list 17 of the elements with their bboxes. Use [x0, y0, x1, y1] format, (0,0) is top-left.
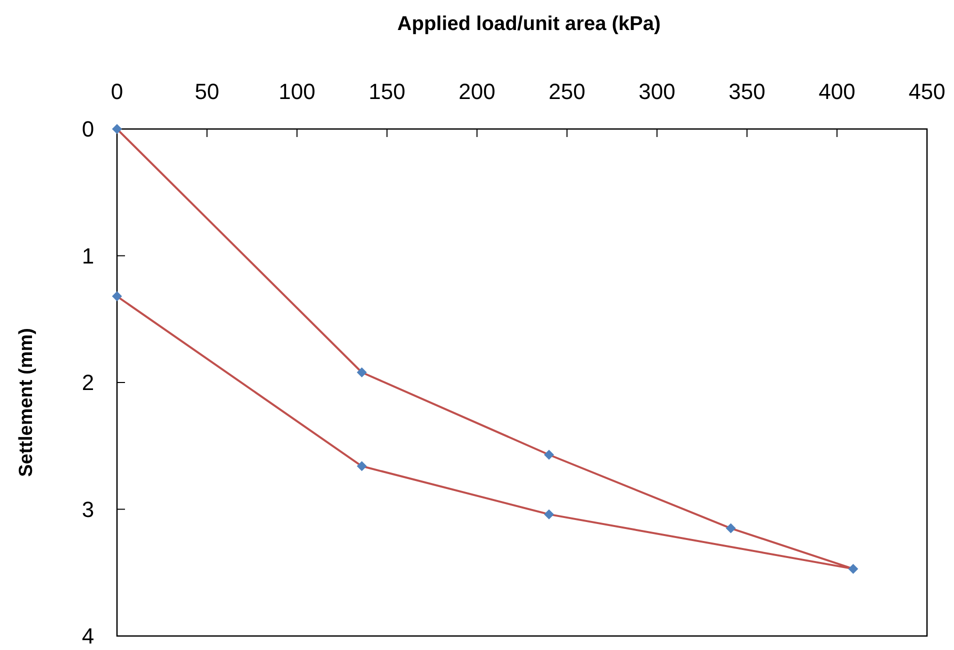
y-tick-label: 1: [82, 243, 94, 268]
y-tick-label: 4: [82, 624, 94, 649]
y-tick-label: 2: [82, 370, 94, 396]
x-tick-label: 300: [638, 79, 676, 104]
x-tick-label: 100: [278, 79, 316, 104]
x-tick-label: 150: [368, 79, 406, 104]
x-tick-label: 0: [110, 79, 124, 104]
x-tick-label: 250: [548, 79, 586, 104]
y-tick-label: 3: [82, 496, 94, 522]
y-axis-title: Settlement (mm): [16, 328, 37, 477]
x-axis-title: Applied load/unit area (kPa): [397, 13, 661, 35]
x-tick-label: 200: [458, 79, 496, 104]
x-tick-label: 50: [194, 79, 220, 104]
x-tick-label: 350: [728, 79, 766, 104]
y-tick-label: 0: [82, 116, 94, 142]
x-tick-label: 400: [818, 79, 856, 104]
x-tick-label: 450: [908, 79, 946, 104]
